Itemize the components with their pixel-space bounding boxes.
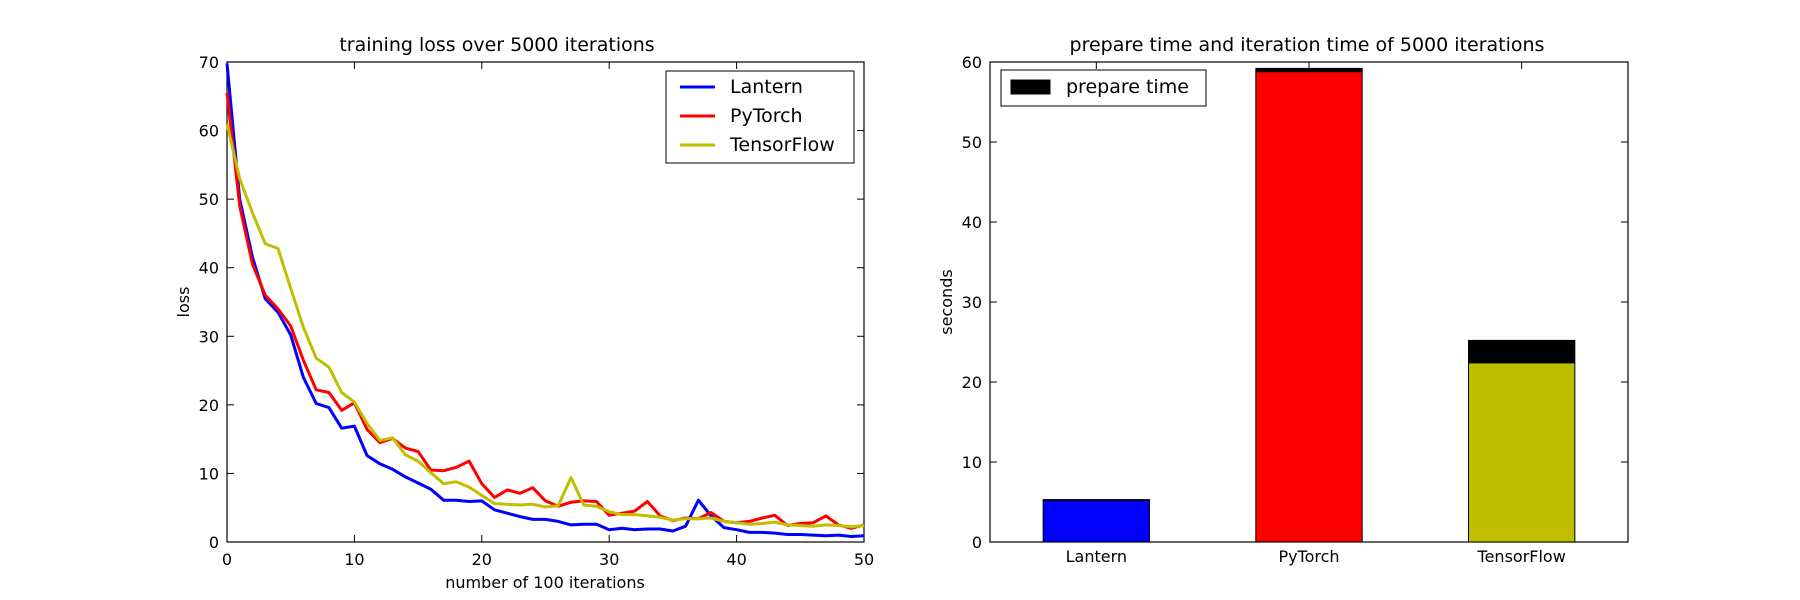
y-tick-label: 60: [962, 53, 982, 72]
x-tick-label: 40: [726, 550, 746, 569]
bar-chart-legend: prepare time: [1000, 69, 1207, 107]
y-tick-label: 0: [972, 533, 982, 552]
y-tick-label: 30: [199, 327, 219, 346]
bar-chart-ylabel: seconds: [937, 269, 956, 334]
x-tick-label: 30: [599, 550, 619, 569]
x-tick-label: 10: [344, 550, 364, 569]
y-tick-label: 30: [962, 293, 982, 312]
line-chart-xlabel: number of 100 iterations: [445, 573, 645, 592]
x-tick-label: Lantern: [1066, 547, 1127, 566]
bar-prepare-time-lantern: [1042, 499, 1150, 501]
y-tick-label: 10: [199, 464, 219, 483]
y-tick-label: 20: [199, 396, 219, 415]
x-tick-label: 50: [854, 550, 874, 569]
series-line-pytorch: [225, 92, 865, 530]
legend-swatch-prepare-time: [1010, 79, 1051, 95]
bar-iteration-time-lantern: [1042, 499, 1150, 543]
y-tick-label: 20: [962, 373, 982, 392]
x-tick-label: 20: [472, 550, 492, 569]
bar-chart-title: prepare time and iteration time of 5000 …: [1070, 34, 1545, 56]
line-chart-title: training loss over 5000 iterations: [339, 34, 654, 56]
series-line-tensorflow: [225, 123, 865, 529]
y-tick-label: 0: [209, 533, 219, 552]
y-tick-label: 40: [199, 259, 219, 278]
legend-label-tensorflow: TensorFlow: [729, 134, 835, 156]
line-chart-legend: Lantern PyTorch TensorFlow: [665, 70, 855, 164]
bar-chart-plot-area: 0 10 20 30 40 50 60 Lantern PyTorch TensorFlow: [962, 53, 1628, 566]
bar-prepare-time-pytorch: [1255, 67, 1363, 73]
y-tick-label: 50: [962, 133, 982, 152]
y-tick-label: 50: [199, 190, 219, 209]
x-tick-label: TensorFlow: [1477, 547, 1566, 566]
bar-chart-panel: prepare time and iteration time of 5000 …: [937, 34, 1629, 566]
bar-iteration-time-pytorch: [1255, 71, 1363, 543]
x-tick-label: 0: [222, 550, 232, 569]
legend-label-pytorch: PyTorch: [730, 105, 803, 127]
bar-prepare-time-tensorflow: [1468, 339, 1576, 364]
y-tick-label: 40: [962, 213, 982, 232]
series-line-lantern: [225, 63, 865, 538]
bar-iteration-time-tensorflow: [1468, 362, 1576, 543]
line-chart-plot-area: 0 10 20 30 40 50 0 10 20 30 40 50 60 70: [199, 53, 875, 569]
legend-label-prepare-time: prepare time: [1066, 76, 1189, 98]
y-tick-label: 60: [199, 122, 219, 141]
y-tick-label: 10: [962, 453, 982, 472]
y-tick-label: 70: [199, 53, 219, 72]
line-chart-ylabel: loss: [174, 287, 193, 318]
legend-label-lantern: Lantern: [730, 76, 803, 98]
x-tick-label: PyTorch: [1278, 547, 1339, 566]
line-chart-panel: training loss over 5000 iterations 0 10 20…: [174, 34, 874, 592]
